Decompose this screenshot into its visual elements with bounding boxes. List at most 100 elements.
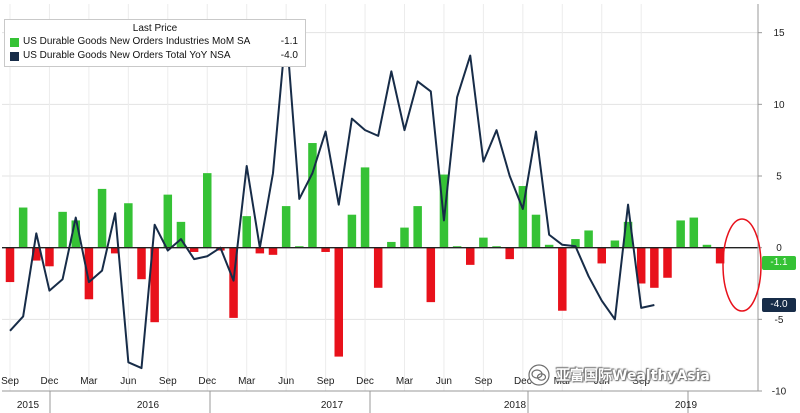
legend: Last Price US Durable Goods New Orders I… bbox=[4, 19, 306, 67]
x-tick-label: Mar bbox=[238, 376, 256, 387]
wechat-icon bbox=[528, 364, 550, 386]
bar bbox=[308, 143, 317, 248]
bar bbox=[58, 211, 67, 248]
bar bbox=[426, 247, 436, 303]
series-line bbox=[9, 27, 655, 370]
bar bbox=[124, 203, 133, 248]
bar bbox=[492, 246, 501, 248]
x-year-label: 2019 bbox=[675, 400, 698, 411]
watermark: 亚富国际WealthyAsia bbox=[528, 362, 710, 388]
legend-title: Last Price bbox=[132, 23, 178, 34]
legend-item-yoy: US Durable Goods New Orders Total YoY NS… bbox=[10, 50, 300, 63]
x-tick-label: Sep bbox=[632, 376, 650, 387]
bar bbox=[334, 247, 343, 357]
bar bbox=[45, 247, 54, 267]
watermark-text: 亚富国际WealthyAsia bbox=[556, 368, 710, 384]
bar bbox=[413, 206, 422, 248]
y-tick-label: 10 bbox=[773, 100, 785, 111]
bar bbox=[636, 247, 646, 284]
x-tick-label: Dec bbox=[514, 376, 532, 387]
legend-swatch-yoy bbox=[10, 52, 19, 61]
bar bbox=[347, 214, 357, 248]
x-tick-label: Mar bbox=[80, 376, 98, 387]
bar bbox=[110, 247, 120, 254]
bar bbox=[163, 194, 173, 248]
bar bbox=[189, 247, 199, 252]
bar bbox=[5, 247, 15, 283]
bar bbox=[321, 247, 330, 252]
bar bbox=[466, 247, 475, 265]
bar bbox=[281, 206, 291, 248]
line-series bbox=[9, 27, 655, 370]
y-tick-label: 0 bbox=[776, 243, 782, 254]
bar bbox=[360, 167, 370, 248]
x-tick-label: Jun bbox=[278, 376, 294, 387]
x-tick-label: Dec bbox=[198, 376, 216, 387]
y-tick-label: 15 bbox=[773, 28, 785, 39]
legend-swatch-mom bbox=[10, 38, 19, 47]
bar bbox=[518, 186, 528, 248]
bar bbox=[18, 207, 28, 248]
x-tick-label: Sep bbox=[1, 376, 19, 387]
legend-item-mom: US Durable Goods New Orders Industries M… bbox=[10, 36, 300, 49]
last-value-badge-mom: -1.1 bbox=[762, 256, 796, 271]
x-tick-label: Mar bbox=[396, 376, 414, 387]
x-tick-label: Mar bbox=[554, 376, 572, 387]
legend-label-mom: US Durable Goods New Orders Industries M… bbox=[23, 36, 251, 47]
bar bbox=[150, 247, 159, 323]
bar bbox=[97, 188, 107, 248]
bar bbox=[505, 247, 514, 260]
legend-value-mom: -1.1 bbox=[280, 36, 298, 47]
bar bbox=[176, 221, 186, 248]
x-tick-label: Sep bbox=[159, 376, 177, 387]
bar bbox=[295, 246, 304, 248]
bar bbox=[623, 221, 633, 248]
bar bbox=[544, 244, 554, 248]
bar bbox=[137, 247, 146, 280]
x-tick-label: Sep bbox=[475, 376, 493, 387]
bar bbox=[452, 246, 462, 248]
bar bbox=[268, 247, 278, 255]
bar bbox=[650, 247, 659, 288]
bar bbox=[32, 247, 41, 261]
x-tick-labels: Sep Dec Mar Jun Sep Dec Mar Jun Sep Dec Mar Jun Sep D… bbox=[1, 376, 698, 413]
bar-series bbox=[5, 143, 725, 357]
bar bbox=[571, 239, 580, 248]
bar bbox=[584, 230, 593, 248]
highlight-circle bbox=[722, 218, 762, 312]
x-year-label: 2015 bbox=[17, 400, 40, 411]
bar bbox=[255, 247, 265, 254]
bar bbox=[242, 216, 251, 248]
y-tick-labels: 15 10 5 0 -5 -10 bbox=[758, 28, 787, 398]
bar bbox=[373, 247, 383, 288]
bar bbox=[84, 247, 94, 300]
y-tick-label: 5 bbox=[776, 172, 782, 183]
x-year-label: 2016 bbox=[137, 400, 160, 411]
bar bbox=[689, 217, 699, 248]
bar bbox=[387, 241, 396, 248]
x-tick-label: Jun bbox=[120, 376, 136, 387]
bar bbox=[715, 247, 725, 264]
bar bbox=[702, 244, 712, 248]
x-tick-label: Sep bbox=[317, 376, 335, 387]
x-tick-label: Jun bbox=[594, 376, 610, 387]
x-tick-label: Dec bbox=[41, 376, 59, 387]
x-tick-label: Jun bbox=[436, 376, 452, 387]
bar bbox=[203, 173, 212, 248]
bar bbox=[558, 247, 567, 311]
bar bbox=[676, 220, 685, 248]
last-value-badge-yoy: -4.0 bbox=[762, 298, 796, 312]
bar bbox=[663, 247, 672, 278]
x-tick-label: Dec bbox=[356, 376, 374, 387]
legend-value-yoy: -4.0 bbox=[280, 50, 298, 61]
y-tick-label: -5 bbox=[775, 315, 784, 326]
axes bbox=[2, 4, 759, 392]
y-tick-label: -10 bbox=[772, 387, 787, 398]
bar bbox=[610, 240, 620, 248]
bar bbox=[531, 214, 541, 248]
bar bbox=[229, 247, 238, 318]
bar bbox=[400, 227, 409, 248]
bar bbox=[479, 237, 488, 248]
x-year-label: 2017 bbox=[321, 400, 344, 411]
